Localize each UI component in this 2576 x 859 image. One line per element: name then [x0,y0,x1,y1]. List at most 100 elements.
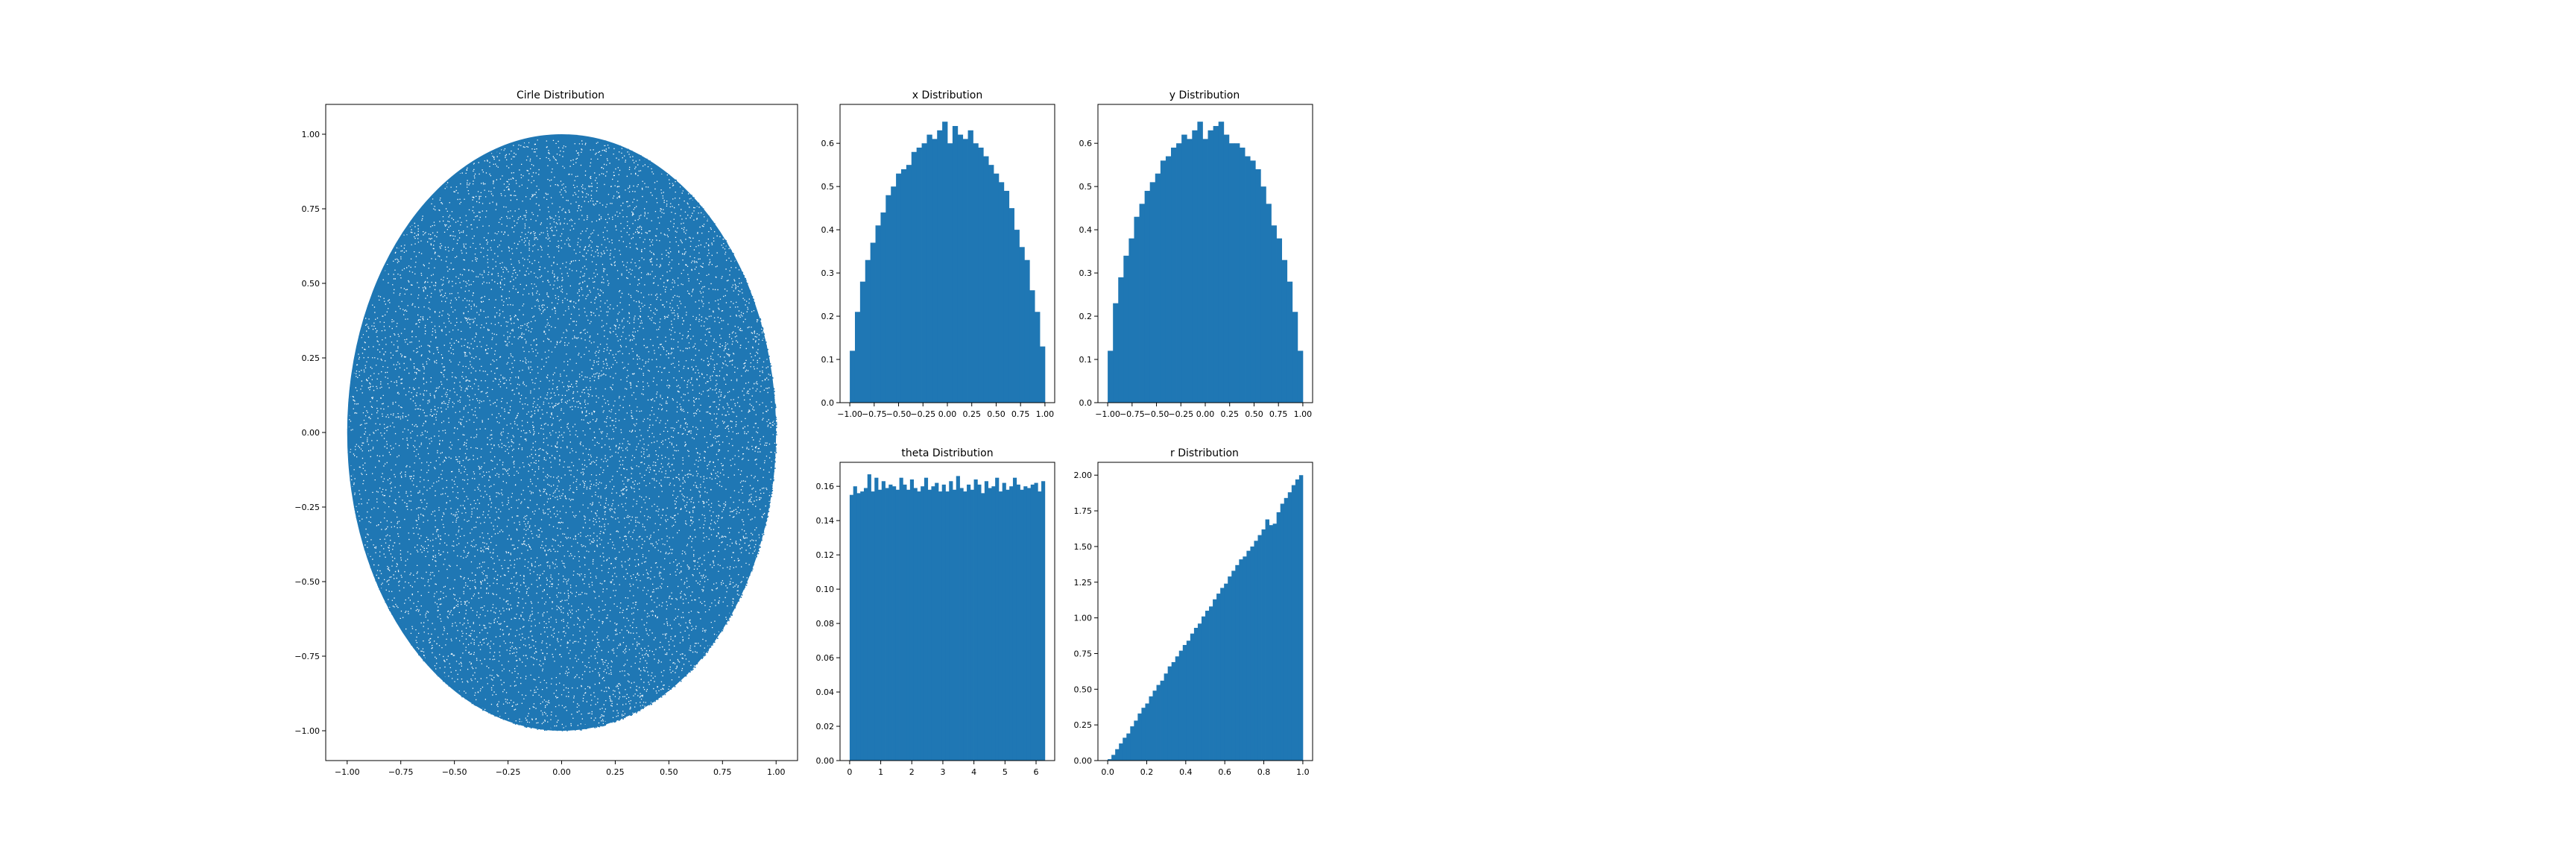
x-bar [865,259,871,403]
y-bar [1271,225,1277,403]
circle-ytick-label: 0.25 [302,353,321,363]
theta-xtick-label: 4 [971,767,976,777]
y-bar [1287,281,1293,403]
theta-ytick-label: 0.14 [816,516,835,526]
x-bar [1019,247,1025,403]
theta-bar [1016,484,1020,761]
r-ytick-label: 0.00 [1074,756,1093,766]
r-bar [1171,661,1176,761]
theta-ytick-label: 0.16 [816,482,835,491]
r-bar [1254,541,1258,761]
r-xtick-label: 0.6 [1218,767,1231,777]
y-bar [1255,169,1261,403]
y-bar [1155,173,1161,403]
x-bar [952,125,959,403]
r-bars [1108,475,1304,761]
x-bar [859,281,866,403]
theta-ytick-label: 0.02 [816,722,835,731]
x-ytick-label: 0.6 [821,139,835,148]
theta-bar [1038,491,1042,761]
y-bar [1108,350,1114,403]
x-ytick-label: 0.3 [821,268,835,278]
r-bar [1272,523,1278,761]
y-ytick-label: 0.6 [1079,139,1093,148]
r-bar [1126,733,1131,761]
r-bar [1186,641,1191,761]
circle-axes-frame [325,104,798,761]
y-ytick-label: 0.5 [1079,182,1093,192]
x-bar [967,130,973,403]
y-bar [1128,238,1134,403]
x-ytick-label: 0.0 [821,398,835,408]
x-bar [983,156,989,403]
r-bar [1209,606,1213,761]
theta-bar [959,488,964,761]
circle-distribution-plot: Cirle Distribution −1.00 −0.75 −0.50 −0.25 0… [294,89,798,777]
x-bar [906,165,912,403]
r-bar [1178,650,1184,761]
x-bar [937,130,943,403]
x-bar [880,212,886,403]
y-bar [1245,156,1251,403]
r-xtick-label: 0.0 [1101,767,1114,777]
theta-distribution-plot: theta Distribution 0 1 2 3 4 5 6 0.00 0.02 0.04 0.… [816,447,1055,777]
r-bar [1257,535,1262,761]
x-bar [932,139,938,403]
theta-bar [867,474,871,761]
y-ytick-label: 0.2 [1079,312,1093,321]
y-xtick-label: 0.75 [1269,409,1288,419]
theta-bar [849,494,854,761]
y-distribution-plot: y Distribution −1.00 −0.75 −0.50 −0.25 0.00 0… [1079,89,1313,419]
x-bar [1003,190,1010,403]
theta-bar [973,479,978,761]
r-bar [1193,628,1199,761]
r-bar [1295,479,1300,761]
x-bar [942,122,948,403]
y-bar [1228,143,1235,403]
x-bar [911,151,918,403]
circle-ytick-label: 0.50 [302,279,321,289]
x-bar [916,147,922,403]
x-bar [1024,259,1030,403]
x-axes-frame [839,104,1055,403]
theta-bar [906,489,911,761]
r-bar [1201,616,1206,761]
y-bar [1160,160,1167,403]
theta-bar [949,481,953,761]
r-bar [1269,525,1274,761]
circle-points [347,134,777,731]
r-bar [1246,550,1251,761]
theta-bar [995,477,1000,761]
theta-bar [988,488,992,761]
r-bar [1160,680,1165,761]
x-ytick-label: 0.1 [821,355,835,365]
circle-xtick-label: −0.75 [388,767,414,777]
y-bar [1266,204,1272,403]
circle-point-cloud [347,134,777,731]
circle-xtick-label: 0.75 [713,767,732,777]
theta-plot-title: theta Distribution [901,447,993,459]
theta-bar [998,491,1003,761]
y-xtick-label: 0.50 [1245,409,1263,419]
y-plot-title: y Distribution [1169,89,1240,101]
r-bar [1213,599,1217,761]
circle-xtick-label: 0.00 [552,767,571,777]
theta-bar [953,489,957,761]
y-bar [1123,255,1129,403]
r-bar [1291,485,1296,761]
theta-bar [941,484,946,761]
x-bar [926,134,932,403]
x-bar [1014,230,1020,403]
circle-xtick-label: 0.25 [606,767,625,777]
circle-ytick-label: −1.00 [294,726,320,736]
theta-bar [860,491,865,761]
circle-ytick-label: −0.50 [294,577,320,587]
r-ytick-label: 2.00 [1074,471,1093,480]
theta-bar [935,482,939,761]
y-xtick-label: −1.00 [1095,409,1120,419]
r-bar [1276,512,1281,761]
x-bar [962,139,968,403]
x-bar [896,173,902,403]
y-bar [1176,143,1182,403]
y-bar [1197,122,1203,403]
